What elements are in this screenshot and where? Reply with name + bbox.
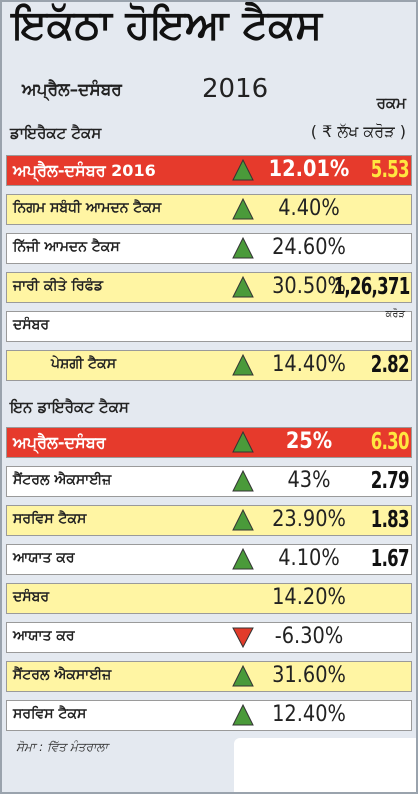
- row-label: ਨਿੱਜੀ ਆਮਦਨ ਟੈਕਸ: [13, 239, 120, 255]
- row-label: ਅਪ੍ਰੈਲ-ਦਸੰਬਰ 2016: [13, 161, 156, 180]
- amount: 6.30: [371, 429, 410, 455]
- row: ਦਸੰਬਰ ਕਰੋੜ: [6, 309, 412, 342]
- change: 4.40%: [278, 196, 340, 221]
- row-label: ਪੇਸ਼ਗੀ ਟੈਕਸ: [51, 356, 117, 372]
- arrow-shape: [232, 158, 254, 181]
- change: 12.40%: [272, 702, 346, 727]
- period: ਅਪ੍ਰੈਲ–ਦਸੰਬਰ: [22, 80, 122, 100]
- amount: 2.82: [371, 352, 410, 378]
- row: ਸਰਵਿਸ ਟੈਕਸ 12.40%: [6, 700, 412, 731]
- amount: 1.67: [371, 546, 410, 572]
- row: ਆਯਾਤ ਕਰ 4.10% 1.67: [6, 544, 412, 575]
- change: 43%: [287, 468, 331, 493]
- change: 4.10%: [278, 546, 340, 571]
- arrow-up: [232, 353, 254, 376]
- row-label: ਆਯਾਤ ਕਰ: [13, 628, 75, 644]
- row: ਨਿਗਮ ਸਬੰਧੀ ਆਮਦਨ ਟੈਕਸ 4.40%: [6, 194, 412, 225]
- amount: 2.79: [371, 468, 410, 494]
- change: 23.90%: [272, 507, 346, 532]
- row: ਆਯਾਤ ਕਰ -6.30%: [6, 622, 412, 653]
- unit: ( ₹ ਲੱਖ ਕਰੋੜ ): [310, 122, 406, 141]
- row-label: ਸੈਂਟਰਲ ਐਕਸਾਈਜ਼: [13, 667, 112, 683]
- row: ਨਿੱਜੀ ਆਮਦਨ ਟੈਕਸ 24.60%: [6, 233, 412, 264]
- row-label: ਦਸੰਬਰ: [13, 317, 50, 333]
- arrow-up: [232, 236, 254, 259]
- arrow-shape: [232, 664, 254, 687]
- white-box: [234, 738, 416, 792]
- row: ਸਰਵਿਸ ਟੈਕਸ 23.90% 1.83: [6, 505, 412, 536]
- arrow-up: [232, 275, 254, 298]
- arrow-shape: [232, 236, 254, 259]
- arrow-up: [232, 430, 254, 453]
- row: ਜਾਰੀ ਕੀਤੇ ਰਿਫੰਡ 30.50% 1,26,371: [6, 272, 412, 303]
- arrow-shape: [232, 430, 254, 453]
- change: 14.40%: [272, 352, 346, 377]
- arrow-up: [232, 469, 254, 492]
- row: ਸੈਂਟਰਲ ਐਕਸਾਈਜ਼ 43% 2.79: [6, 466, 412, 497]
- section-heading: ਇਨ ਡਾਇਰੈਕਟ ਟੈਕਸ: [10, 398, 129, 416]
- change: 30.50%: [272, 274, 346, 299]
- change: 24.60%: [272, 235, 346, 260]
- row-label: ਸੈਂਟਰਲ ਐਕਸਾਈਜ਼: [13, 472, 112, 488]
- row-label: ਦਸੰਬਰ: [13, 589, 50, 605]
- amount-heading: ਰਕਮ: [376, 94, 406, 112]
- row-label: ਅਪ੍ਰੈਲ-ਦਸੰਬਰ: [13, 433, 106, 452]
- change: 12.01%: [268, 157, 350, 182]
- year: 2016: [202, 74, 269, 104]
- arrow-up: [232, 547, 254, 570]
- arrow-shape: [232, 197, 254, 220]
- change: 25%: [285, 429, 333, 454]
- change: 31.60%: [272, 663, 346, 688]
- change: 14.20%: [272, 585, 346, 610]
- amount: 1,26,371: [333, 274, 410, 300]
- arrow-up: [232, 508, 254, 531]
- row-label: ਆਯਾਤ ਕਰ: [13, 550, 75, 566]
- arrow-shape: [232, 353, 254, 376]
- row-label: ਸਰਵਿਸ ਟੈਕਸ: [13, 706, 87, 722]
- row-label: ਸਰਵਿਸ ਟੈਕਸ: [13, 511, 87, 527]
- arrow-up: [232, 703, 254, 726]
- arrow-down: [232, 627, 254, 649]
- arrow-shape: [232, 508, 254, 531]
- arrow-up: [232, 664, 254, 687]
- amount: 5.53: [371, 157, 410, 183]
- arrow-up: [232, 197, 254, 220]
- row: ਦਸੰਬਰ 14.20%: [6, 583, 412, 614]
- arrow-shape: [232, 547, 254, 570]
- row: ਅਪ੍ਰੈਲ-ਦਸੰਬਰ 2016 12.01% 5.53: [6, 155, 412, 186]
- arrow-up: [232, 158, 254, 181]
- source: ਸੋਮਾ : ਵਿੱਤ ਮੰਤਰਾਲਾ: [16, 740, 108, 754]
- arrow-shape: [232, 703, 254, 726]
- row-label: ਜਾਰੀ ਕੀਤੇ ਰਿਫੰਡ: [13, 278, 103, 294]
- note: ਕਰੋੜ: [385, 309, 405, 320]
- row: ਅਪ੍ਰੈਲ-ਦਸੰਬਰ 25% 6.30: [6, 427, 412, 458]
- title: ਇਕੱਠਾ ਹੋਇਆ ਟੈਕਸ: [12, 2, 323, 48]
- amount: 1.83: [371, 507, 410, 533]
- row: ਪੇਸ਼ਗੀ ਟੈਕਸ 14.40% 2.82: [6, 350, 412, 381]
- section-heading: ਡਾਇਰੈਕਟ ਟੈਕਸ: [10, 124, 102, 142]
- arrow-shape: [232, 275, 254, 298]
- row-label: ਨਿਗਮ ਸਬੰਧੀ ਆਮਦਨ ਟੈਕਸ: [13, 200, 162, 216]
- change: -6.30%: [274, 624, 344, 649]
- arrow-shape: [232, 627, 254, 649]
- row: ਸੈਂਟਰਲ ਐਕਸਾਈਜ਼ 31.60%: [6, 661, 412, 692]
- arrow-shape: [232, 469, 254, 492]
